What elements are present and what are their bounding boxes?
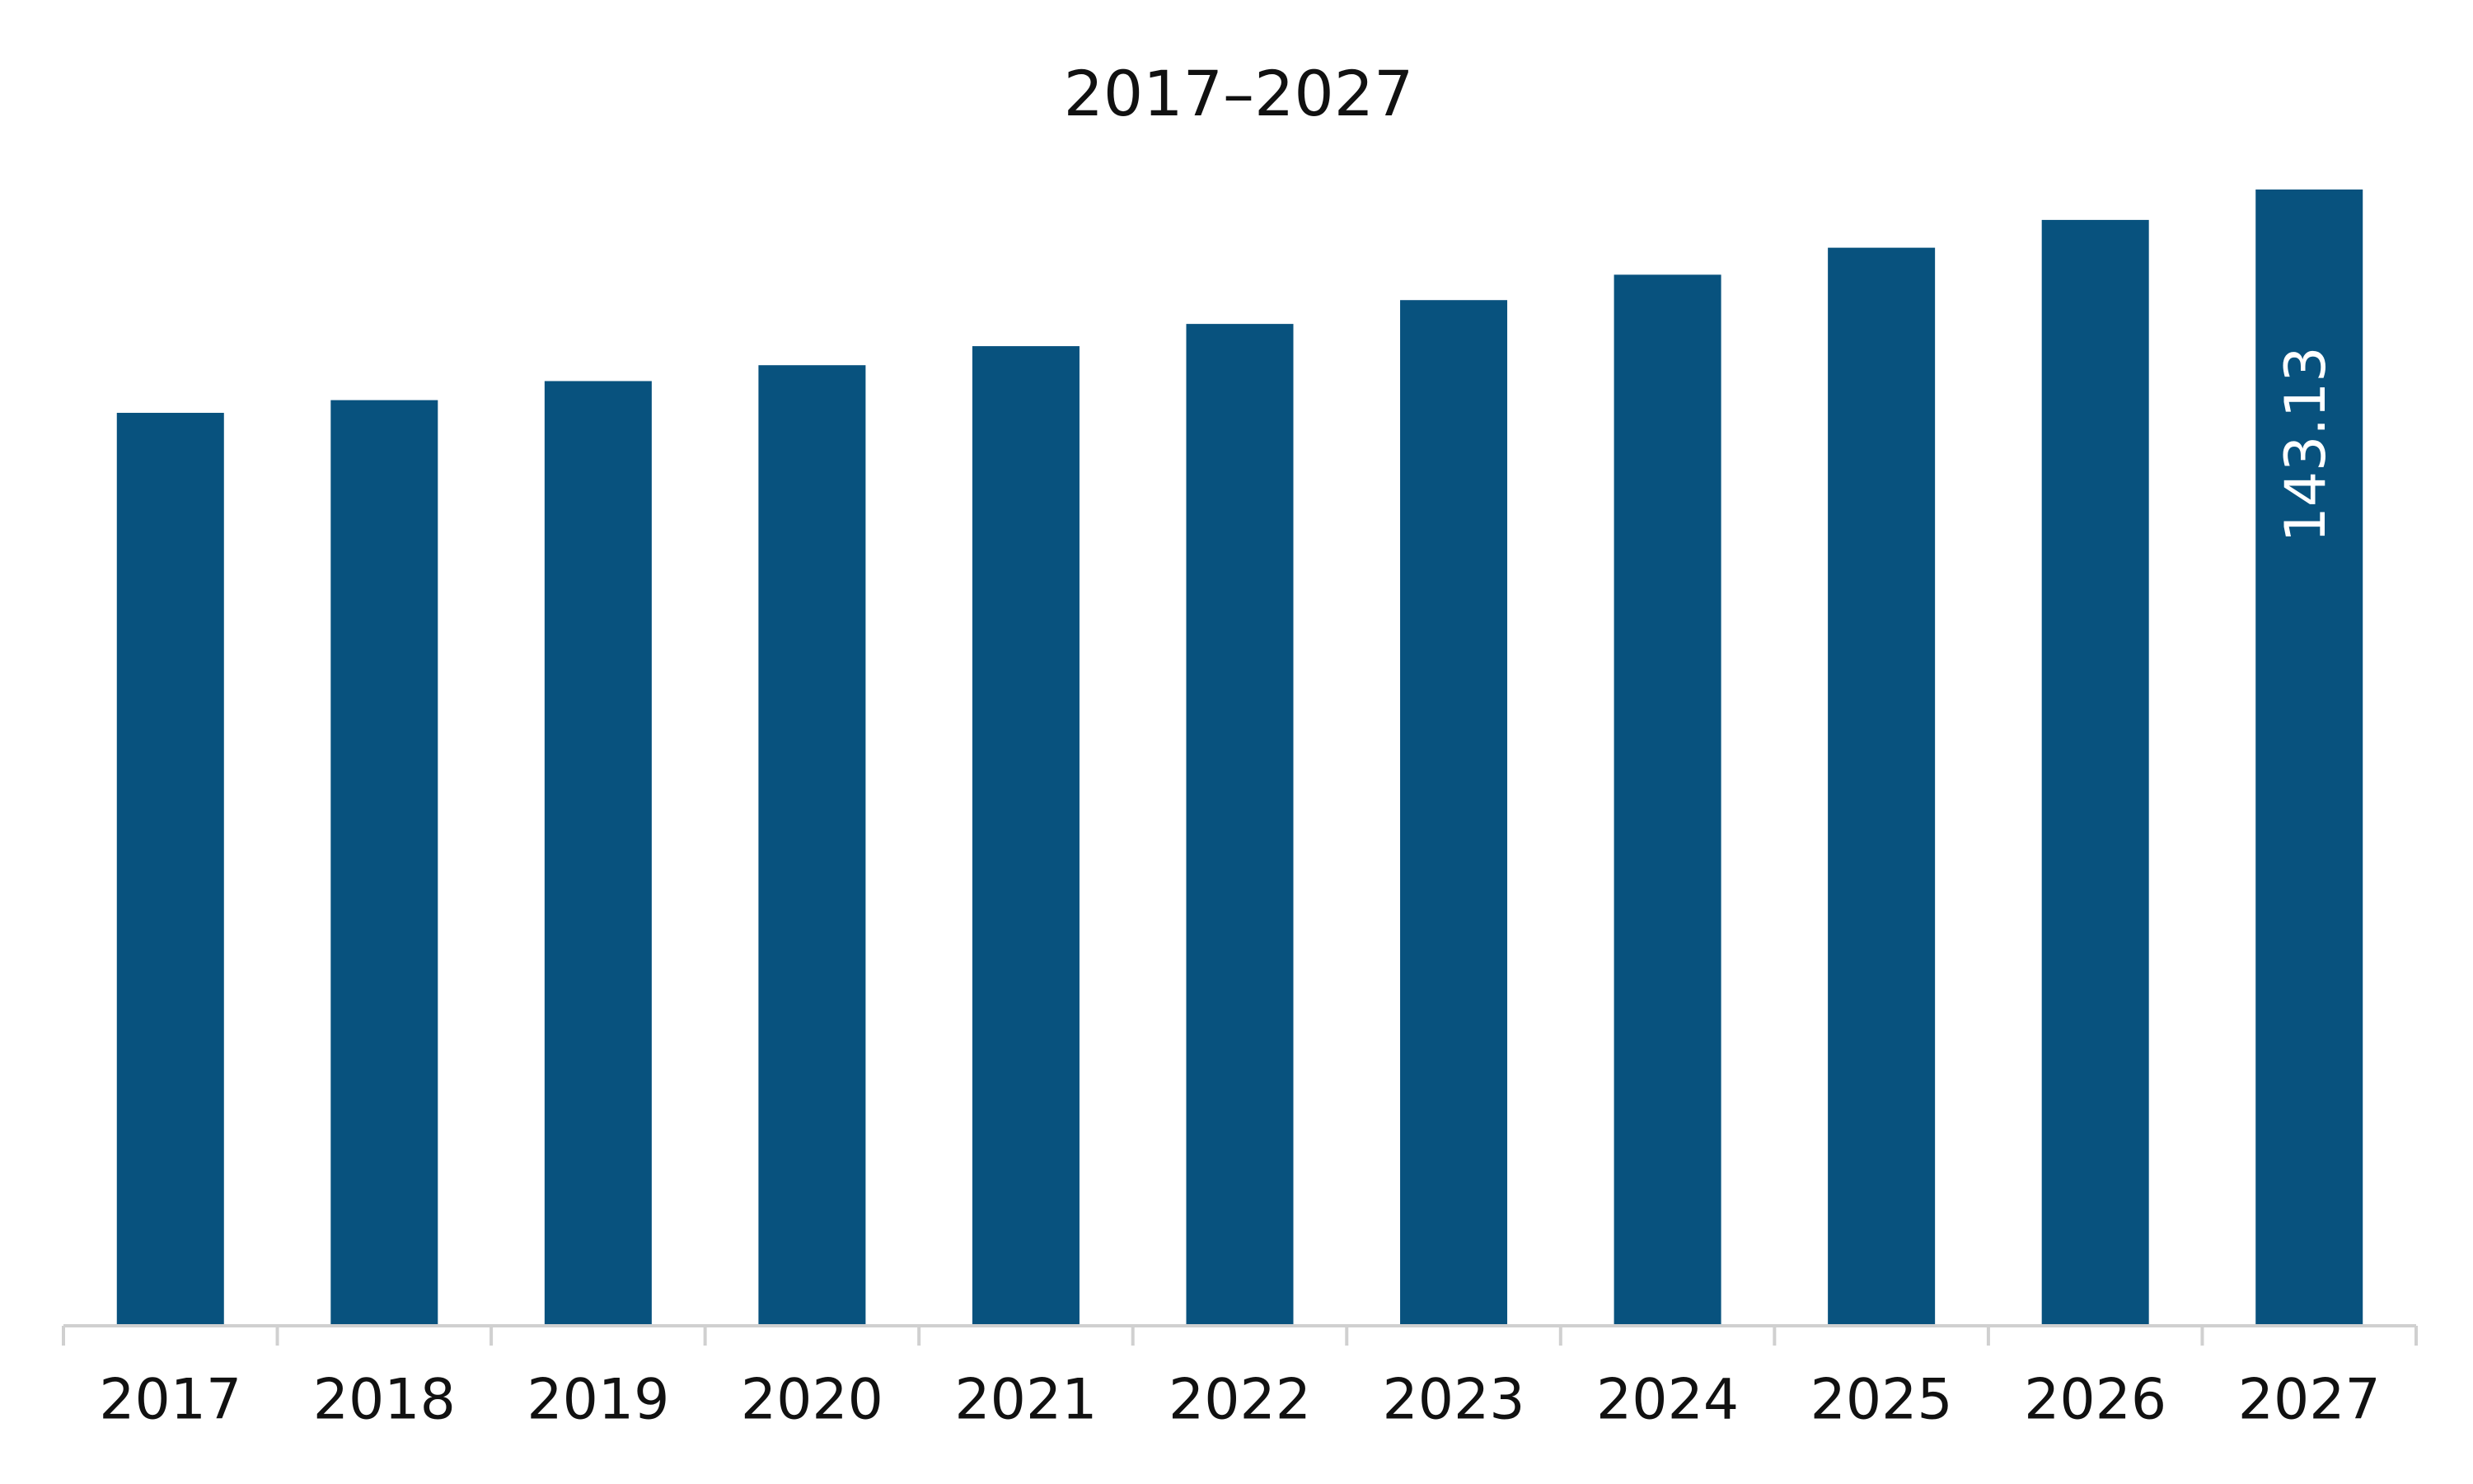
bar xyxy=(1828,247,1936,1327)
bar xyxy=(544,381,652,1326)
x-tick-label: 2027 xyxy=(2238,1368,2381,1433)
bar xyxy=(2041,219,2149,1326)
x-tick-label: 2022 xyxy=(1169,1368,1311,1433)
x-tick-label: 2020 xyxy=(741,1368,883,1433)
x-tick-label: 2025 xyxy=(1810,1368,1953,1433)
x-tick-label: 2024 xyxy=(1596,1368,1739,1433)
x-tick-label: 2023 xyxy=(1383,1368,1525,1433)
bar xyxy=(972,346,1080,1327)
bar xyxy=(1614,274,1721,1326)
x-tick-label: 2018 xyxy=(313,1368,456,1433)
bar xyxy=(330,400,438,1326)
bar xyxy=(1186,324,1294,1326)
chart-title: 2017–2027 xyxy=(1064,57,1414,130)
data-label: 143.13 xyxy=(2274,347,2339,543)
x-tick-label: 2017 xyxy=(99,1368,241,1433)
bar xyxy=(758,365,866,1327)
x-tick-label: 2019 xyxy=(527,1368,669,1433)
x-tick-label: 2021 xyxy=(954,1368,1097,1433)
bar xyxy=(1400,300,1508,1326)
x-tick-label: 2026 xyxy=(2024,1368,2166,1433)
bar xyxy=(116,413,224,1326)
bar xyxy=(2255,190,2363,1326)
